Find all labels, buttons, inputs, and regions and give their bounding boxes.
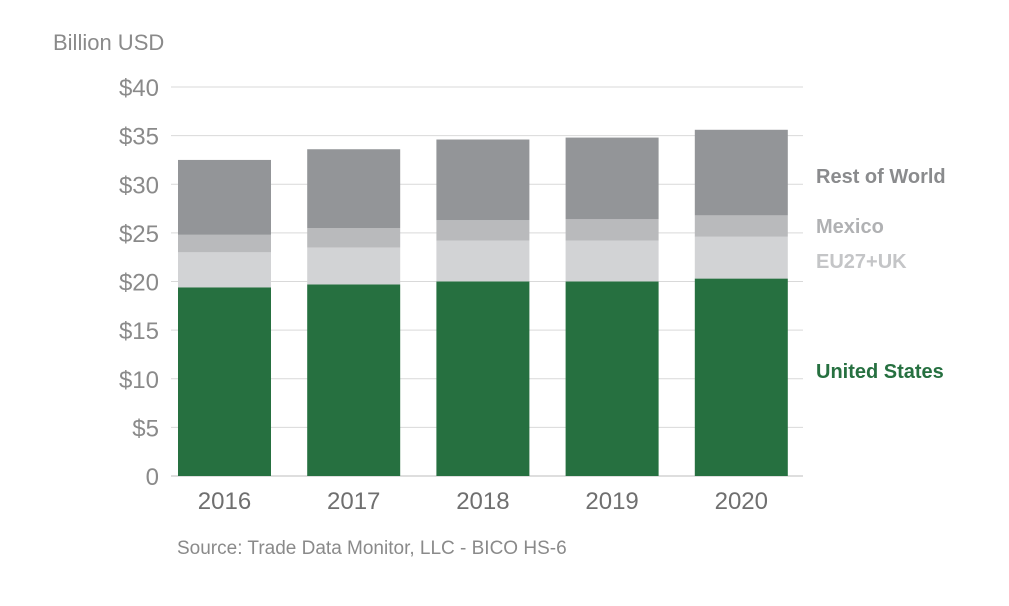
bar-segment-rest-of-world bbox=[694, 129, 788, 216]
bar-segment-rest-of-world bbox=[178, 159, 271, 235]
y-tick-label: $25 bbox=[119, 221, 159, 248]
y-tick-label: $30 bbox=[119, 172, 159, 199]
series-label-eu27-uk: EU27+UK bbox=[816, 251, 907, 273]
bar-segment-eu27-uk bbox=[178, 252, 271, 288]
bar-segment-eu27-uk bbox=[307, 247, 401, 285]
bar-segment-eu27-uk bbox=[694, 236, 788, 279]
bars bbox=[178, 129, 788, 476]
bar-segment-mexico bbox=[565, 219, 659, 241]
y-tick-label: 0 bbox=[146, 464, 159, 491]
bar-segment-eu27-uk bbox=[565, 240, 659, 282]
bar-segment-rest-of-world bbox=[307, 149, 401, 229]
y-tick-label: $5 bbox=[132, 415, 159, 442]
y-tick-label: $10 bbox=[119, 367, 159, 394]
y-tick-label: $35 bbox=[119, 124, 159, 151]
bar-segment-united-states bbox=[178, 287, 271, 476]
x-tick-label: 2016 bbox=[198, 488, 251, 515]
bar-segment-united-states bbox=[694, 278, 788, 476]
bar-segment-rest-of-world bbox=[565, 137, 659, 220]
bar-segment-united-states bbox=[436, 281, 530, 476]
bar-segment-mexico bbox=[436, 220, 530, 241]
x-axis-ticks: 2016 2017 2018 2019 2020 bbox=[198, 488, 768, 515]
source-note: Source: Trade Data Monitor, LLC - BICO H… bbox=[177, 538, 567, 559]
y-axis-ticks: 0 $5 $10 $15 $20 $25 $30 $35 $40 bbox=[119, 75, 159, 491]
x-tick-label: 2019 bbox=[585, 488, 638, 515]
series-labels: United States EU27+UK Mexico Rest of World bbox=[816, 166, 946, 383]
y-axis-title: Billion USD bbox=[53, 30, 164, 55]
series-label-united-states: United States bbox=[816, 361, 944, 383]
bar-segment-united-states bbox=[565, 281, 659, 476]
y-tick-label: $40 bbox=[119, 75, 159, 102]
series-label-rest-of-world: Rest of World bbox=[816, 166, 946, 188]
bar-segment-united-states bbox=[307, 284, 401, 476]
y-tick-label: $20 bbox=[119, 270, 159, 297]
series-label-mexico: Mexico bbox=[816, 216, 884, 238]
x-tick-label: 2020 bbox=[715, 488, 768, 515]
bar-segment-mexico bbox=[178, 234, 271, 253]
bar-segment-eu27-uk bbox=[436, 240, 530, 282]
x-tick-label: 2018 bbox=[456, 488, 509, 515]
bar-segment-mexico bbox=[307, 228, 401, 248]
x-tick-label: 2017 bbox=[327, 488, 380, 515]
y-tick-label: $15 bbox=[119, 318, 159, 345]
bar-segment-rest-of-world bbox=[436, 139, 530, 221]
bar-segment-mexico bbox=[694, 215, 788, 237]
